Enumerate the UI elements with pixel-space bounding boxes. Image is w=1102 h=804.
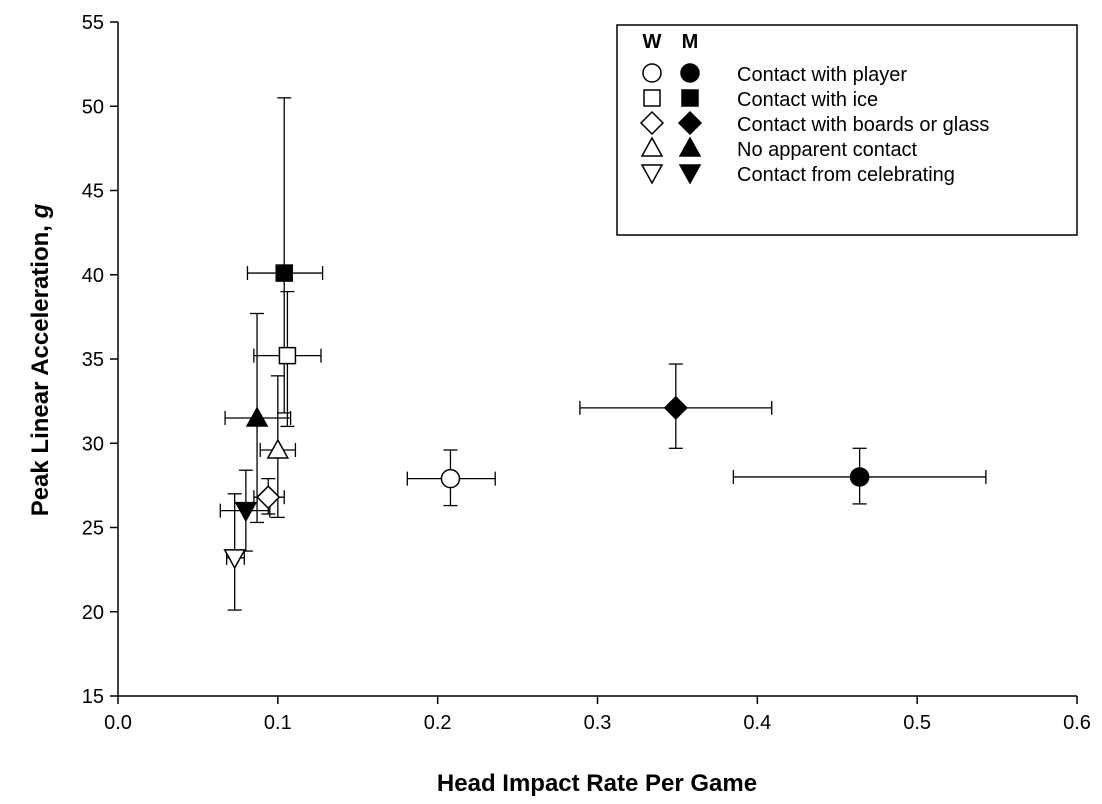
data-point-circle-m <box>849 467 870 487</box>
y-tick-label: 30 <box>82 433 104 455</box>
ticks: 0.0 0.1 0.2 0.3 0.4 0.5 0.6 15 20 25 30 35 40 45 50 55 <box>82 12 1091 734</box>
y-tick-label: 50 <box>82 96 104 118</box>
data-point-triangle-up-m <box>245 406 269 427</box>
legend-diamond-filled <box>677 110 703 136</box>
legend-square-open <box>643 89 661 107</box>
y-axis-title-text: Peak Linear Acceleration, <box>27 218 54 516</box>
x-axis-title: Head Impact Rate Per Game <box>437 770 757 797</box>
legend-triangle-down-filled <box>678 164 702 185</box>
y-axis-title: Peak Linear Acceleration, g <box>27 203 54 516</box>
data-point-circle-w <box>440 468 461 489</box>
legend-label: Contact from celebrating <box>737 164 955 186</box>
data-point-square-m <box>275 264 293 282</box>
legend-triangle-up-filled <box>678 136 702 157</box>
legend-label: No apparent contact <box>737 139 918 161</box>
y-tick-label: 25 <box>82 518 104 540</box>
y-axis-title-unit: g <box>27 203 54 219</box>
legend-header-m: M <box>682 31 699 53</box>
legend-triangle-down-open <box>640 164 664 185</box>
legend-label: Contact with player <box>737 64 907 86</box>
y-tick-label: 40 <box>82 265 104 287</box>
legend-items: Contact with player Contact with ice Conta… <box>639 63 989 186</box>
legend-label: Contact with boards or glass <box>737 114 989 136</box>
x-tick-label: 0.2 <box>424 712 452 734</box>
x-tick-label: 0.0 <box>104 712 132 734</box>
y-tick-label: 35 <box>82 349 104 371</box>
data-point-triangle-down-m <box>234 501 258 523</box>
legend-label: Contact with ice <box>737 89 878 111</box>
legend-circle-open <box>642 63 662 83</box>
error-bar-square-m <box>246 97 324 414</box>
y-tick-label: 55 <box>82 12 104 34</box>
data-point-triangle-up-w <box>266 438 290 459</box>
legend-diamond-open <box>639 110 665 136</box>
data-point-diamond-w <box>256 485 281 510</box>
legend-header-w: W <box>643 31 662 53</box>
legend-square-filled <box>681 89 699 107</box>
legend-circle-filled <box>680 63 700 83</box>
x-tick-label: 0.5 <box>903 712 931 734</box>
x-tick-label: 0.6 <box>1063 712 1091 734</box>
x-tick-label: 0.4 <box>743 712 771 734</box>
data-point-diamond-m <box>663 395 688 420</box>
y-tick-label: 20 <box>82 602 104 624</box>
y-tick-label: 45 <box>82 181 104 203</box>
data-point-triangle-down-w <box>223 549 246 570</box>
x-tick-label: 0.1 <box>264 712 292 734</box>
x-tick-label: 0.3 <box>584 712 612 734</box>
y-tick-label: 15 <box>82 686 104 708</box>
data-markers <box>223 264 870 570</box>
legend-triangle-up-open <box>640 136 664 157</box>
data-point-square-w <box>278 346 297 365</box>
